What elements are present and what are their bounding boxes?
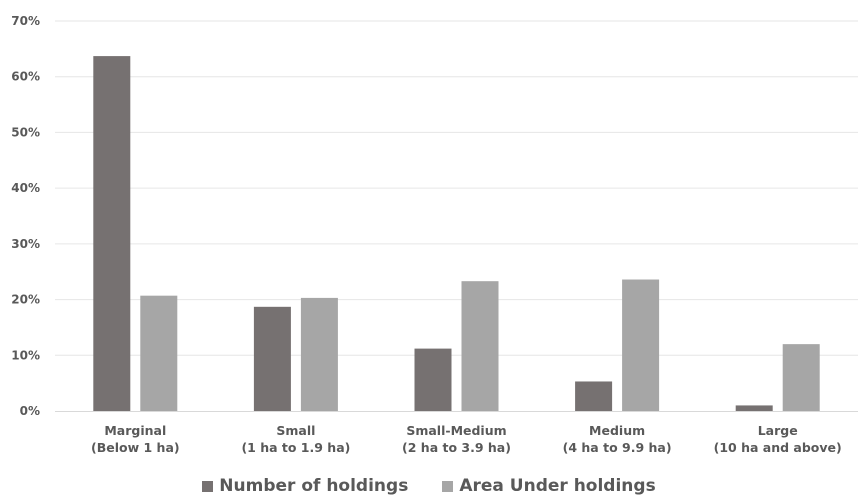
- legend-item-number-of-holdings: Number of holdings: [202, 476, 408, 496]
- bar-area-under-holdings: [782, 344, 820, 411]
- bar-number-of-holdings: [93, 56, 131, 411]
- x-axis: Marginal (Below 1 ha) Small (1 ha to 1.9 ha…: [55, 411, 858, 455]
- y-tick-label: 20%: [11, 293, 40, 307]
- bar-number-of-holdings: [253, 306, 291, 411]
- bar-area-under-holdings: [461, 281, 499, 411]
- x-tick-label: Large: [758, 423, 798, 438]
- y-tick-label: 10%: [11, 348, 40, 362]
- y-tick-label: 30%: [11, 237, 40, 251]
- y-tick-label: 50%: [11, 125, 40, 139]
- bar-number-of-holdings: [414, 348, 452, 411]
- x-tick-label: Medium: [589, 423, 645, 438]
- bar-area-under-holdings: [140, 295, 178, 411]
- grid-lines: [55, 20, 858, 356]
- x-tick-label: (2 ha to 3.9 ha): [402, 440, 511, 455]
- x-tick-label: (1 ha to 1.9 ha): [241, 440, 350, 455]
- legend-item-area-under-holdings: Area Under holdings: [442, 476, 656, 496]
- y-tick-label: 40%: [11, 181, 40, 195]
- y-tick-label: 0%: [20, 404, 40, 418]
- legend-swatch-number-of-holdings: [202, 480, 214, 492]
- x-tick-label: (Below 1 ha): [91, 440, 180, 455]
- x-tick-label: Small: [276, 423, 315, 438]
- x-tick-label: (4 ha to 9.9 ha): [563, 440, 672, 455]
- bar-area-under-holdings: [300, 297, 338, 411]
- bars: [93, 56, 820, 411]
- x-tick-label: (10 ha and above): [714, 440, 842, 455]
- legend-swatch-area-under-holdings: [442, 480, 454, 492]
- bar-number-of-holdings: [575, 381, 613, 411]
- x-tick-label: Marginal: [104, 423, 166, 438]
- legend-label-area-under-holdings: Area Under holdings: [459, 476, 656, 496]
- y-axis: 0% 10% 20% 30% 40% 50% 60% 70%: [11, 14, 40, 418]
- legend-label-number-of-holdings: Number of holdings: [219, 476, 409, 496]
- bar-chart: 0% 10% 20% 30% 40% 50% 60% 70% Marginal (Below 1…: [11, 14, 858, 455]
- bar-number-of-holdings: [735, 405, 773, 411]
- y-tick-label: 60%: [11, 70, 40, 84]
- bar-area-under-holdings: [622, 279, 660, 411]
- y-tick-label: 70%: [11, 14, 40, 28]
- legend: Number of holdings Area Under holdings: [0, 476, 858, 496]
- x-tick-label: Small-Medium: [406, 423, 506, 438]
